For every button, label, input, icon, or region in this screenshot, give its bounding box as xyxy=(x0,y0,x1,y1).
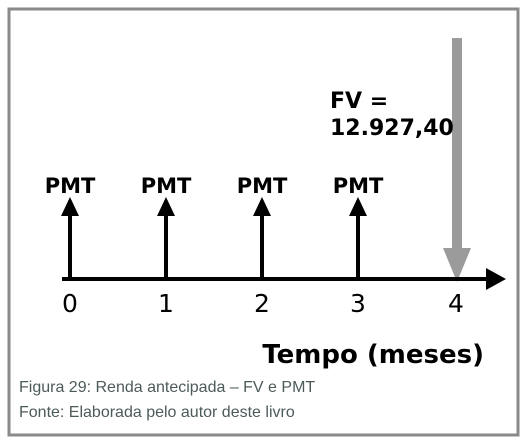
pmt-arrow-head xyxy=(349,197,367,216)
caption-source: Fonte: Elaborada pelo autor deste livro xyxy=(19,404,295,421)
pmt-label: PMT xyxy=(141,174,192,198)
period-label: 3 xyxy=(350,289,366,318)
pmt-arrow-head xyxy=(157,197,175,216)
period-label: 4 xyxy=(448,289,464,318)
fv-arrow-shaft xyxy=(452,38,462,250)
pmt-arrow-head xyxy=(253,197,271,216)
pmt-label: PMT xyxy=(237,174,288,198)
period-label: 0 xyxy=(62,289,78,318)
fv-label: FV = xyxy=(330,89,388,114)
period-label: 1 xyxy=(158,289,174,318)
frame xyxy=(7,7,520,437)
fv-arrow-head xyxy=(443,248,471,282)
caption-figure: Figura 29: Renda antecipada – FV e PMT xyxy=(19,379,315,396)
pmt-label: PMT xyxy=(333,174,384,198)
period-label: 2 xyxy=(254,289,270,318)
timeline-arrow-head xyxy=(486,268,506,290)
pmt-label: PMT xyxy=(45,174,96,198)
pmt-arrow-head xyxy=(61,197,79,216)
axis-label: Tempo (meses) xyxy=(262,340,484,370)
fv-value: 12.927,40 xyxy=(330,116,454,141)
